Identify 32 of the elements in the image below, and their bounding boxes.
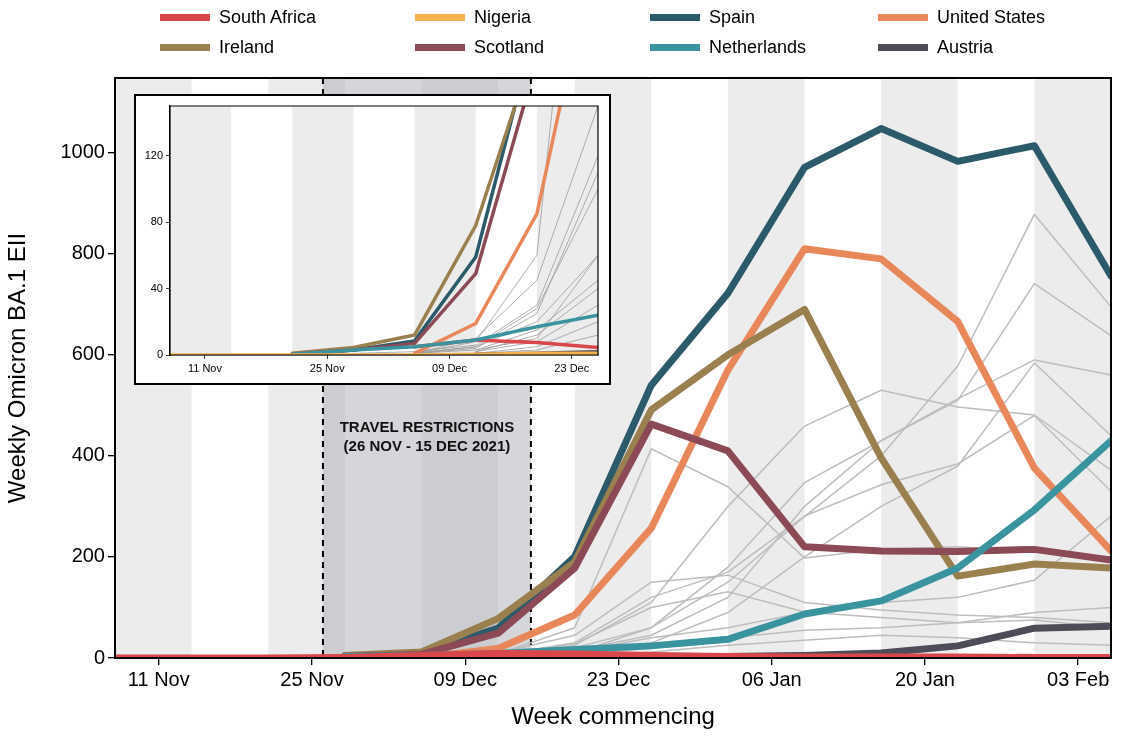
band-label: TRAVEL RESTRICTIONS (26 NOV - 15 DEC 2021) [339, 418, 515, 455]
x-tick-label: 03 Feb [1047, 667, 1110, 690]
legend-label: Scotland [474, 36, 545, 58]
x-tick-label: 23 Dec [586, 667, 651, 690]
legend-label: South Africa [219, 6, 317, 28]
y-tick-label: 200 [71, 544, 105, 567]
y-tick-label: 120 [144, 148, 163, 161]
x-tick-label: 25 Nov [309, 361, 346, 374]
y-tick-label: 600 [71, 342, 105, 365]
legend-label: Ireland [219, 36, 275, 58]
x-tick-label: 09 Dec [433, 667, 497, 690]
y-axis-title: Weekly Omicron BA.1 EII [3, 232, 31, 504]
y-tick-label: 1000 [60, 140, 105, 163]
x-tick-label: 23 Dec [554, 361, 590, 374]
legend-label: Spain [709, 6, 756, 28]
x-axis-title: Week commencing [511, 702, 715, 730]
y-tick-label: 80 [150, 215, 163, 228]
x-tick-label: 25 Nov [280, 667, 344, 690]
x-tick-label: 20 Jan [894, 667, 955, 690]
y-tick-label: 40 [150, 281, 163, 294]
y-tick-label: 0 [156, 348, 163, 361]
legend-label: Netherlands [709, 36, 807, 58]
x-tick-label: 09 Dec [432, 361, 468, 374]
legend-label: United States [937, 6, 1046, 28]
x-tick-label: 11 Nov [127, 667, 190, 690]
legend-label: Austria [937, 36, 994, 58]
x-tick-label: 11 Nov [187, 361, 223, 374]
legend-label: Nigeria [474, 6, 532, 28]
y-tick-label: 400 [71, 443, 105, 466]
y-tick-label: 800 [71, 241, 105, 264]
y-tick-label: 0 [93, 645, 105, 668]
x-tick-label: 06 Jan [741, 667, 802, 690]
